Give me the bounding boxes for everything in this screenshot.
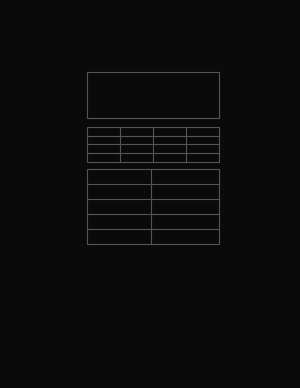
Bar xyxy=(88,127,219,161)
Bar xyxy=(88,169,219,244)
Bar xyxy=(88,72,219,118)
